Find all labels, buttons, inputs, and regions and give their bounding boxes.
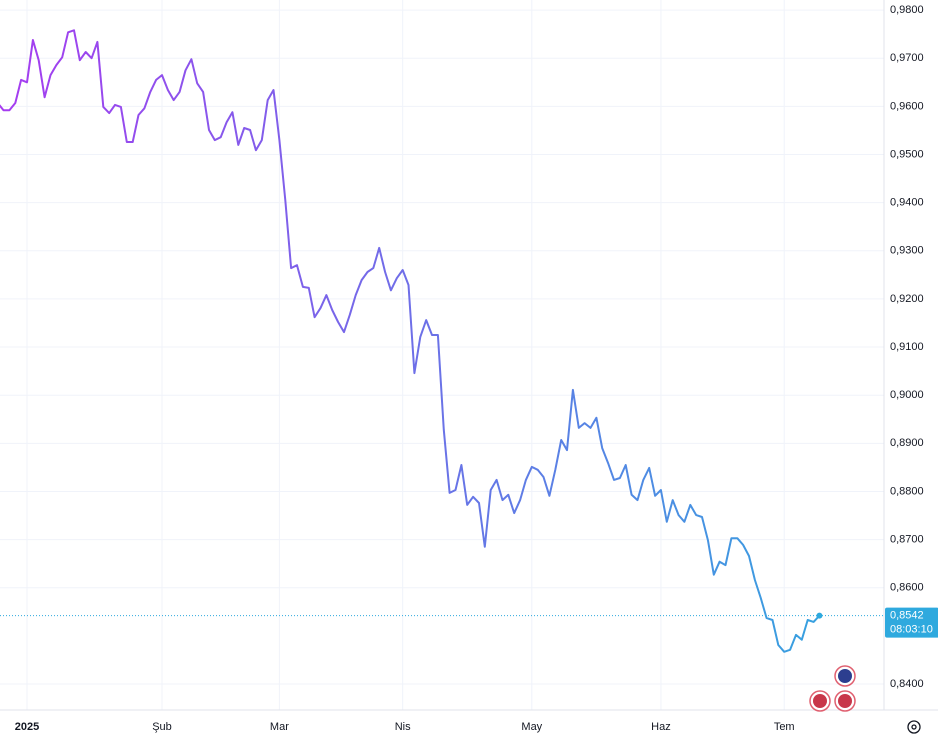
x-tick-label: Tem [774, 721, 795, 733]
price-line [0, 29, 821, 653]
price-tag [885, 607, 938, 638]
x-tick-label: Nis [395, 721, 411, 733]
y-tick-label: 0,9200 [890, 293, 924, 305]
y-tick-label: 0,9700 [890, 52, 924, 64]
y-tick-label: 0,8600 [890, 582, 924, 594]
event-icons [809, 665, 856, 712]
y-tick-label: 0,9600 [890, 100, 924, 112]
y-tick-label: 0,8900 [890, 437, 924, 449]
settings-icon[interactable] [907, 720, 921, 734]
y-tick-label: 0,9100 [890, 341, 924, 353]
x-tick-label: Mar [270, 721, 289, 733]
y-tick-label: 0,8800 [890, 485, 924, 497]
y-tick-label: 0,9800 [890, 4, 924, 16]
x-tick-label: Haz [651, 721, 671, 733]
x-tick-label: May [521, 721, 542, 733]
price-tag-value: 0,8542 [890, 610, 924, 622]
y-tick-label: 0,9400 [890, 197, 924, 209]
y-tick-label: 0,8400 [890, 678, 924, 690]
last-point [816, 612, 823, 619]
x-tick-label: Şub [152, 721, 172, 733]
y-tick-label: 0,9300 [890, 245, 924, 257]
y-tick-label: 0,8700 [890, 534, 924, 546]
x-tick-label: 2025 [15, 721, 39, 733]
countdown: 08:03:10 [890, 624, 933, 636]
y-tick-label: 0,9500 [890, 148, 924, 160]
y-tick-label: 0,9000 [890, 389, 924, 401]
